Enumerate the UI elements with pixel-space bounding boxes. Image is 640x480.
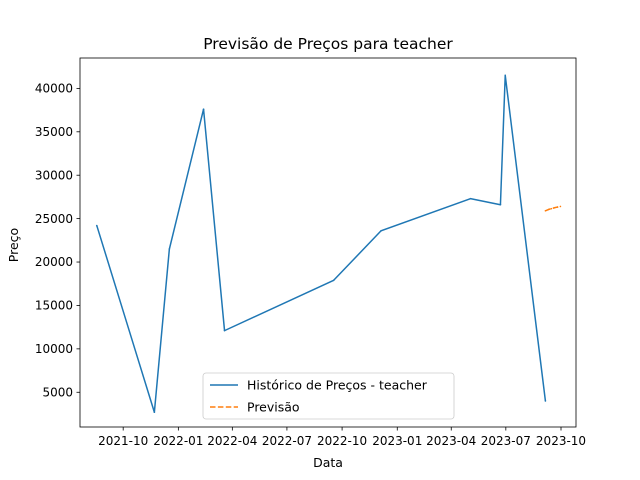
data-point-0-4 xyxy=(223,329,226,332)
y-tick-label-3: 20000 xyxy=(35,255,73,269)
x-axis-label: Data xyxy=(313,455,343,470)
y-tick-label-0: 5000 xyxy=(42,385,73,399)
data-point-0-9 xyxy=(504,74,507,77)
x-tick-label-2: 2022-04 xyxy=(207,434,257,448)
data-point-0-3 xyxy=(202,108,205,111)
data-point-0-0 xyxy=(95,224,98,227)
data-point-1-5 xyxy=(559,205,562,208)
data-point-1-4 xyxy=(556,206,559,208)
y-tick-label-6: 35000 xyxy=(35,125,73,139)
data-point-0-1 xyxy=(153,411,156,414)
x-tick-label-3: 2022-07 xyxy=(262,434,312,448)
data-point-1-2 xyxy=(550,207,553,210)
y-tick-label-5: 30000 xyxy=(35,168,73,182)
y-tick-label-4: 25000 xyxy=(35,212,73,226)
x-tick-label-1: 2022-01 xyxy=(153,434,203,448)
x-tick-label-6: 2023-04 xyxy=(426,434,476,448)
x-tick-label-5: 2023-01 xyxy=(372,434,422,448)
legend-label-0: Histórico de Preços - teacher xyxy=(247,378,428,393)
data-point-0-6 xyxy=(380,229,382,232)
data-point-0-7 xyxy=(469,197,472,200)
data-point-0-8 xyxy=(499,203,502,206)
x-tick-label-7: 2023-07 xyxy=(481,434,531,448)
data-point-1-0 xyxy=(544,210,547,212)
y-axis-label: Preço xyxy=(6,228,21,262)
y-tick-label-1: 10000 xyxy=(35,342,73,356)
data-point-0-5 xyxy=(332,279,335,282)
chart-title: Previsão de Preços para teacher xyxy=(203,35,453,53)
data-point-0-2 xyxy=(168,248,171,250)
x-tick-label-0: 2021-10 xyxy=(98,434,148,448)
legend-label-1: Previsão xyxy=(247,400,300,415)
plot-area xyxy=(79,57,577,428)
axis-ticks: 2021-10 2022-01 2022-04 2022-07 2022-10 2023-… xyxy=(35,82,586,448)
data-point-0-10 xyxy=(544,400,547,402)
y-tick-label-7: 40000 xyxy=(35,82,73,96)
legend: Histórico de Preços - teacher Previsão xyxy=(202,372,455,420)
x-tick-label-4: 2022-10 xyxy=(317,434,367,448)
x-tick-label-8: 2023-10 xyxy=(536,434,586,448)
data-point-1-3 xyxy=(553,206,556,209)
y-tick-label-2: 15000 xyxy=(35,299,73,313)
data-point-1-1 xyxy=(547,208,550,211)
axes-frame xyxy=(79,57,577,428)
series-line-0 xyxy=(96,74,547,413)
legend-box xyxy=(202,372,455,420)
